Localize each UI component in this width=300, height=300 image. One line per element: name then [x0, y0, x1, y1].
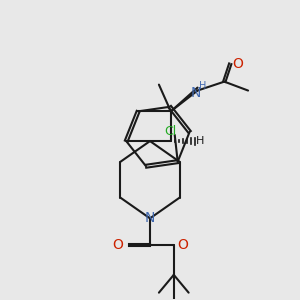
Text: O: O: [232, 57, 243, 71]
Text: O: O: [112, 238, 123, 252]
Text: O: O: [177, 238, 188, 252]
Text: N: N: [145, 212, 155, 225]
Text: H: H: [196, 136, 205, 146]
Text: H: H: [199, 81, 206, 91]
Text: Cl: Cl: [164, 125, 176, 139]
Text: N: N: [191, 86, 201, 100]
